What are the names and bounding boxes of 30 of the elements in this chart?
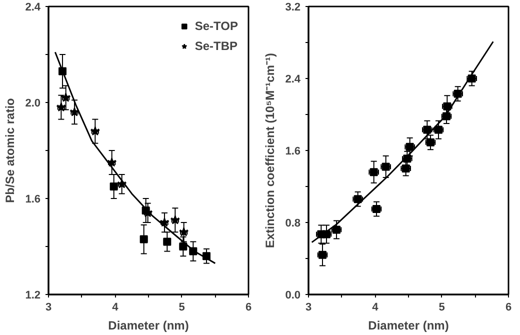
point: [107, 158, 117, 167]
y-tick-label: 2.0: [25, 98, 41, 110]
x-tick-label: 5: [178, 302, 185, 314]
y-tick-label: 0.0: [285, 290, 301, 302]
point: [160, 218, 170, 227]
y-tick-label: 2.4: [25, 2, 42, 14]
point: [140, 235, 148, 244]
x-tick-label: 3: [305, 302, 312, 314]
x-tick-label: 3: [45, 302, 52, 314]
line-series: [54, 51, 216, 264]
x-tick-label: 4: [372, 302, 380, 314]
y-tick-label: 0.8: [285, 218, 301, 230]
x-tick-label: 6: [245, 302, 252, 314]
point: [163, 238, 172, 246]
y-tick-label: 3.2: [285, 2, 301, 14]
legend-label: Se-TBP: [194, 39, 238, 53]
y-tick-label: 2.4: [285, 74, 302, 86]
y-tick-label: 1.6: [25, 194, 41, 206]
y-axis-title: Extinction coefficient (10⁵M⁻¹cm⁻¹): [263, 52, 278, 248]
y-tick-label: 1.2: [25, 290, 41, 302]
point: [90, 126, 100, 136]
y-axis-title: Pb/Se atomic ratio: [3, 98, 18, 203]
x-axis-title: Diameter (nm): [368, 318, 449, 332]
line-series: [311, 40, 494, 244]
x-axis-title: Diameter (nm): [108, 318, 189, 332]
x-tick-label: 6: [505, 302, 512, 314]
x-tick-label: 4: [112, 302, 120, 314]
legend-label: Se-TOP: [194, 19, 238, 33]
y-tick-label: 1.6: [285, 146, 301, 158]
x-tick-label: 5: [438, 302, 445, 314]
